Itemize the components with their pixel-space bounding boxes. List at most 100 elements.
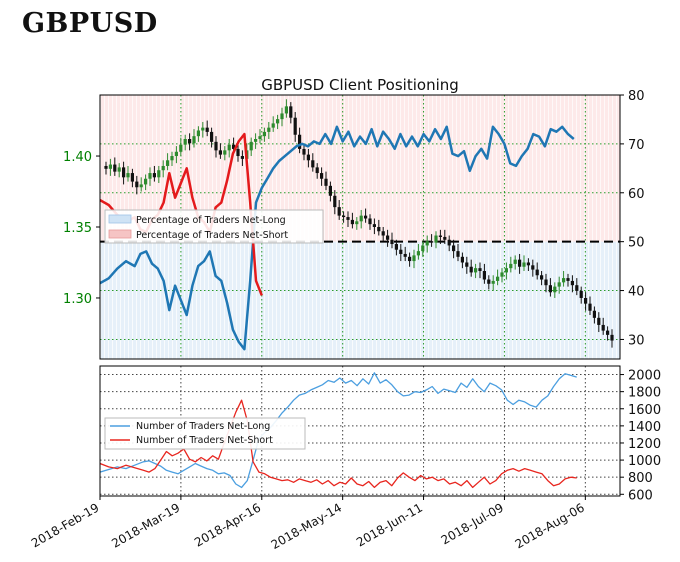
candle: [161, 160, 165, 178]
candle: [509, 256, 513, 273]
candle: [324, 171, 328, 191]
candle-body: [425, 241, 429, 246]
candle-body: [302, 148, 306, 155]
candle: [474, 263, 478, 279]
candle-body: [320, 173, 324, 179]
traders-net-long-line: [100, 372, 577, 489]
percent-tick-label: 80: [628, 89, 645, 104]
candle: [240, 150, 244, 166]
candle-body: [364, 215, 368, 219]
candle: [588, 296, 592, 315]
count-tick-label: 2000: [628, 369, 661, 384]
candle-body: [566, 278, 570, 281]
candle: [126, 165, 130, 182]
candle: [148, 167, 152, 186]
candle: [280, 107, 284, 127]
price-tick-label: 1.40: [63, 150, 92, 165]
percent-tick-label: 50: [628, 236, 645, 251]
candle: [289, 102, 293, 124]
candle: [130, 168, 134, 188]
candle: [460, 252, 464, 269]
candle-body: [355, 221, 359, 225]
candle-body: [328, 185, 332, 196]
candle-body: [478, 268, 482, 271]
candle: [434, 231, 438, 249]
candle: [496, 269, 500, 286]
candle: [192, 129, 196, 148]
candle: [157, 165, 161, 183]
candle-body: [553, 286, 557, 293]
candle: [610, 329, 614, 348]
candle-body: [218, 150, 222, 155]
candle-body: [456, 251, 460, 257]
candle: [526, 258, 530, 271]
candle: [117, 163, 121, 178]
candle: [311, 153, 315, 172]
legend-net-short-label: Percentage of Traders Net-Short: [136, 230, 288, 241]
candle-body: [557, 282, 561, 287]
candle: [214, 136, 218, 158]
candle-body: [337, 207, 341, 216]
candle: [223, 146, 227, 161]
percent-tick-label: 30: [628, 333, 645, 348]
candle-body: [188, 139, 192, 144]
candle: [368, 214, 372, 230]
candle-body: [452, 245, 456, 252]
candle-body: [531, 265, 535, 270]
legend-net-long-label: Percentage of Traders Net-Long: [136, 215, 286, 226]
candle: [399, 244, 403, 262]
candle-body: [544, 279, 548, 286]
percent-axis: 30 40 50 60 70 80: [620, 89, 645, 348]
candle-body: [113, 164, 117, 172]
candle: [183, 134, 187, 151]
candle-body: [579, 290, 583, 298]
candle: [447, 235, 451, 252]
candle-body: [240, 156, 244, 159]
candle-body: [500, 272, 504, 277]
candle: [377, 219, 381, 236]
candle-body: [513, 259, 517, 264]
candle-body: [487, 279, 491, 284]
candle-body: [306, 154, 310, 161]
candle-body: [311, 160, 315, 168]
candle: [249, 137, 253, 157]
candle-body: [254, 139, 258, 142]
candle: [518, 253, 522, 274]
candle: [227, 139, 231, 158]
candle: [284, 99, 288, 118]
candle: [254, 133, 258, 149]
percent-tick-label: 60: [628, 187, 645, 202]
candle-body: [170, 156, 174, 161]
candle-body: [157, 170, 161, 178]
candle: [315, 163, 319, 179]
candle: [258, 129, 262, 144]
bottom-panel-frame: [99, 365, 621, 497]
candle: [416, 244, 420, 260]
candle: [108, 158, 112, 176]
candle-body: [232, 144, 236, 149]
top-legend: Percentage of Traders Net-Long Percentag…: [104, 209, 324, 244]
candle-body: [526, 262, 530, 266]
candle: [196, 126, 200, 142]
price-tick-label: 1.35: [63, 221, 92, 236]
candle-body: [183, 139, 187, 145]
candle-body: [333, 195, 337, 208]
candle: [540, 271, 544, 286]
candle: [210, 127, 214, 148]
candle: [482, 263, 486, 284]
candle: [425, 235, 429, 253]
candle-body: [192, 136, 196, 144]
candle-body: [152, 173, 156, 178]
candle-body: [315, 167, 319, 174]
candle-body: [267, 127, 271, 132]
candle: [372, 218, 376, 235]
candle-body: [465, 262, 469, 267]
candle: [522, 255, 526, 271]
candle-body: [403, 253, 407, 257]
candle-body: [443, 236, 447, 240]
candle: [504, 262, 508, 280]
candle-body: [342, 215, 346, 218]
candle: [342, 211, 346, 223]
candle-body: [284, 106, 288, 114]
candle-body: [346, 217, 350, 220]
